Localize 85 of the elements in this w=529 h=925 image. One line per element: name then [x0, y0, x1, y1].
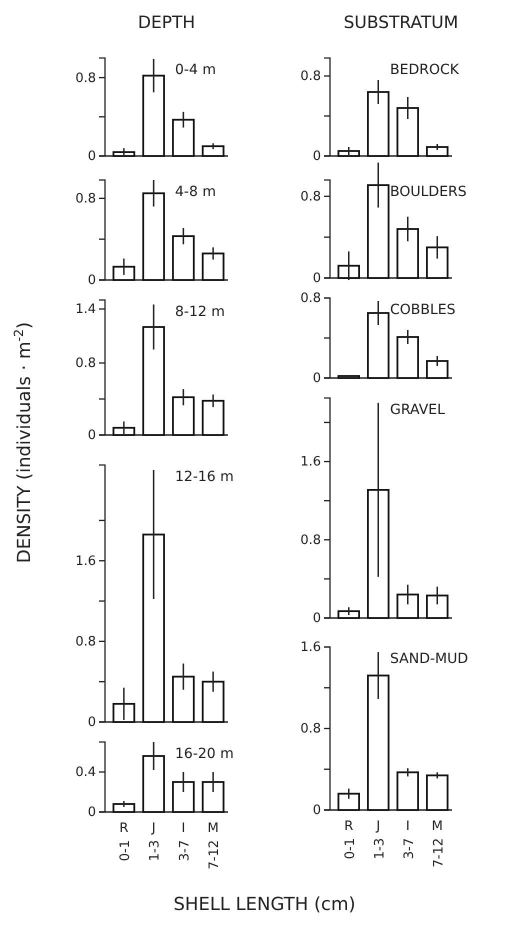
y-tick-label: 0: [88, 428, 96, 444]
y-tick-label: 0.8: [75, 356, 96, 372]
annotation: 8-12 m: [175, 304, 225, 320]
bar: [172, 118, 195, 157]
x-tick-label: M 7-12: [207, 821, 222, 870]
bar: [396, 228, 419, 279]
bar: [112, 266, 136, 281]
chart-title: DEPTH: [138, 13, 196, 33]
x-axis-title: SHELL LENGTH (cm): [173, 894, 356, 915]
bar: [338, 375, 360, 379]
y-tick-label: 0: [312, 149, 321, 164]
x-tick-label: R 0-1: [118, 821, 133, 862]
chart-title: SUBSTRATUM: [344, 13, 458, 33]
y-tick-label: 1.4: [75, 302, 96, 318]
y-tick-label: 0.8: [75, 70, 96, 86]
bar: [338, 150, 360, 157]
annotation: COBBLES: [390, 302, 456, 318]
y-tick-label: 0: [312, 271, 321, 286]
bar: [202, 400, 224, 436]
bar: [396, 107, 419, 157]
bar: [202, 680, 224, 723]
bar: [142, 192, 165, 281]
y-tick-label: 0: [312, 611, 321, 626]
y-tick-label: 0.8: [300, 722, 321, 737]
y-tick-label: 0.8: [75, 192, 96, 207]
bar: [172, 781, 195, 813]
x-tick-label: M 7-12: [431, 819, 446, 868]
y-tick-label: 1.6: [300, 640, 321, 656]
y-tick-label: 1.6: [75, 554, 96, 569]
bar: [367, 312, 390, 379]
bar: [202, 252, 224, 281]
bar: [396, 771, 419, 811]
x-tick-label: J 1-3: [372, 819, 388, 860]
bar: [426, 246, 448, 279]
bar: [172, 396, 195, 436]
annotation: 4-8 m: [175, 184, 216, 200]
bar: [172, 676, 195, 723]
bar: [396, 336, 419, 379]
bar: [426, 774, 448, 811]
bar: [367, 489, 390, 619]
bar: [112, 803, 136, 813]
bar: [367, 91, 390, 157]
y-tick-label: 0: [312, 803, 321, 818]
annotation: SAND-MUD: [390, 651, 468, 667]
annotation: 12-16 m: [175, 469, 234, 485]
x-tick-label: J 1-3: [148, 821, 163, 862]
y-tick-label: 0: [88, 273, 96, 288]
annotation: BEDROCK: [390, 62, 460, 78]
y-tick-label: 0.8: [75, 634, 96, 650]
y-tick-label: 0: [88, 715, 96, 730]
x-tick-label: I 3-7: [177, 821, 192, 862]
y-tick-label: 0: [88, 149, 96, 164]
bar: [172, 235, 195, 281]
bar: [396, 594, 419, 619]
bar: [142, 755, 165, 813]
y-tick-label: 0: [88, 805, 96, 820]
bar: [338, 792, 360, 811]
bar: [142, 74, 165, 157]
y-tick-label: 1.6: [300, 454, 321, 470]
bar: [426, 594, 448, 619]
bar: [142, 326, 165, 436]
x-tick-label: R 0-1: [342, 819, 358, 860]
bar: [338, 610, 360, 619]
bar: [338, 264, 360, 279]
annotation: GRAVEL: [390, 402, 446, 418]
bar: [426, 146, 448, 157]
bar: [426, 360, 448, 379]
annotation: 16-20 m: [175, 746, 234, 762]
bar: [367, 674, 390, 811]
x-tick-label: I 3-7: [402, 819, 417, 860]
y-tick-label: 0.4: [75, 765, 96, 780]
y-tick-label: 0.8: [300, 189, 321, 204]
bar: [202, 781, 224, 813]
bar: [202, 145, 224, 157]
y-tick-label: 0.8: [300, 69, 321, 84]
annotation: 0-4 m: [175, 62, 216, 78]
bar: [367, 184, 390, 279]
y-tick-label: 0.8: [300, 291, 321, 306]
y-tick-label: 0: [312, 371, 321, 386]
y-tick-label: 0.8: [300, 532, 321, 548]
bar: [112, 702, 136, 723]
bar: [112, 426, 136, 436]
bar: [142, 534, 165, 723]
bar: [112, 151, 136, 157]
annotation: BOULDERS: [390, 184, 467, 200]
